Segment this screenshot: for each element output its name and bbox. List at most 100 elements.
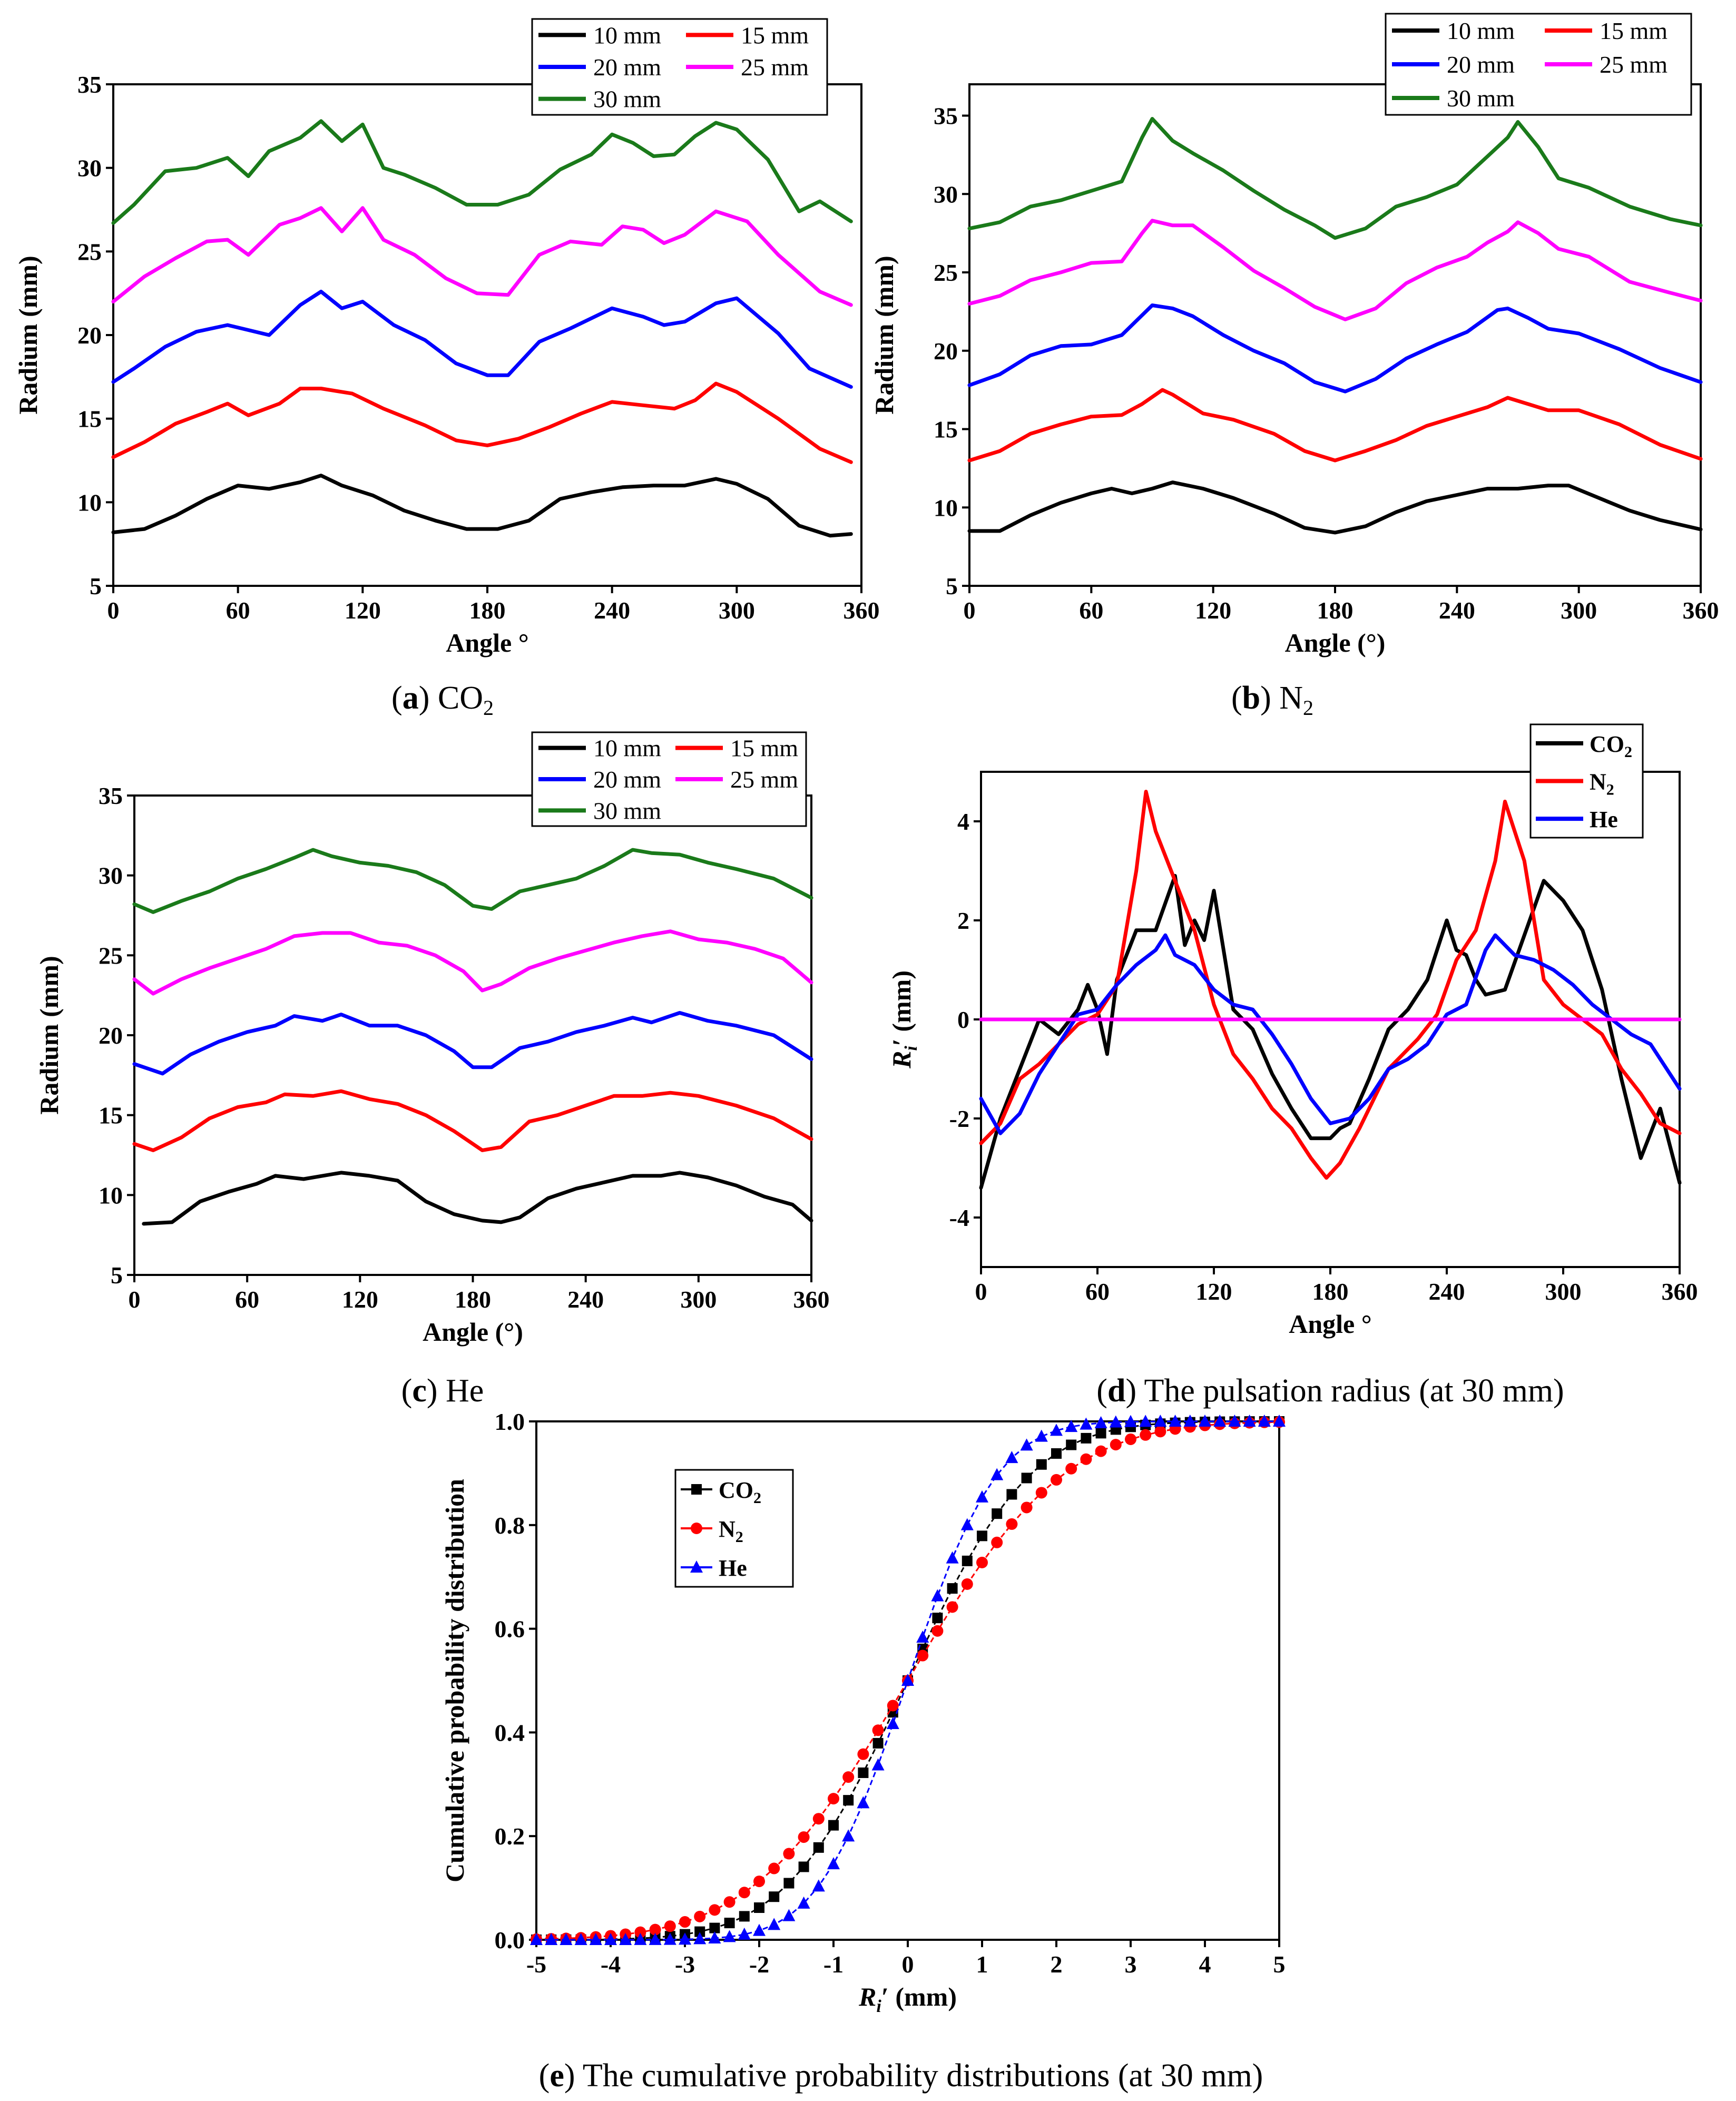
x-tick-label: 240: [567, 1286, 604, 1313]
series-line-20mm: [967, 303, 1703, 394]
data-point-CO2: [1021, 1472, 1032, 1484]
y-tick-label: 0.0: [495, 1927, 525, 1953]
data-point-He: [797, 1896, 810, 1909]
data-point-N2: [946, 1601, 958, 1613]
caption-text: ) The pulsation radius (at 30 mm): [1125, 1373, 1564, 1409]
caption-e: (e) The cumulative probability distribut…: [539, 2058, 1263, 2094]
data-point-CO2: [694, 1926, 705, 1937]
data-point-He: [545, 1932, 558, 1945]
data-point-He: [1183, 1415, 1196, 1427]
x-tick-label: 120: [1195, 597, 1231, 624]
caption-paren-open: (: [539, 2058, 550, 2094]
data-point-N2: [1006, 1518, 1018, 1530]
data-point-He: [812, 1879, 825, 1892]
data-point-CO2: [992, 1508, 1003, 1519]
data-point-He: [604, 1932, 617, 1945]
data-point-N2: [1110, 1439, 1122, 1451]
x-tick-label: 240: [1439, 597, 1475, 624]
y-tick-label: 20: [934, 338, 958, 365]
label-rest: ′ (mm): [881, 1982, 957, 2011]
x-tick-label: 300: [719, 597, 755, 624]
data-point-He: [1154, 1415, 1167, 1427]
data-point-He: [1273, 1415, 1286, 1427]
y-tick-label: 5: [111, 1262, 123, 1289]
y-tick-label: 35: [77, 71, 102, 98]
data-point-He: [1080, 1417, 1093, 1430]
legend-label-20 mm: 20 mm: [593, 54, 661, 81]
data-point-N2: [694, 1910, 706, 1922]
y-tick-label: 15: [934, 416, 958, 443]
data-point-CO2: [813, 1842, 824, 1853]
y-tick-label: 15: [77, 406, 102, 433]
x-tick-label: 120: [342, 1286, 378, 1313]
x-tick-label: -5: [526, 1951, 546, 1978]
chart-b: 0 60 120 180 240 300 360 5 10 15 20 25 30 35 Angle (°)…: [869, 83, 1719, 657]
data-point-He: [1258, 1415, 1271, 1427]
data-point-N2: [961, 1578, 973, 1590]
data-point-CO2: [828, 1820, 839, 1831]
data-point-CO2: [1036, 1459, 1047, 1470]
series-He: [530, 1415, 1286, 1945]
data-point-N2: [649, 1923, 661, 1936]
x-tick-label: 3: [1125, 1951, 1137, 1978]
data-point-He: [1243, 1415, 1256, 1427]
x-tick-label: 180: [1317, 597, 1354, 624]
y-tick-label: -4: [949, 1204, 969, 1231]
x-axis-label: Ri′ (mm): [858, 1982, 957, 2016]
y-tick-label: 25: [934, 259, 958, 286]
data-point-He: [619, 1932, 632, 1945]
data-point-He: [1109, 1415, 1122, 1428]
y-tick-label: 25: [77, 238, 102, 265]
legend-label-10 mm: 10 mm: [593, 735, 661, 762]
data-point-N2: [976, 1556, 988, 1568]
data-point-CO2: [858, 1767, 869, 1778]
series-line-CO2: [979, 873, 1682, 1190]
data-point-N2: [1021, 1501, 1033, 1514]
x-tick-label: 180: [469, 597, 506, 624]
legend-label-base: He: [719, 1555, 747, 1581]
data-point-N2: [931, 1625, 944, 1637]
x-tick-label: 300: [1545, 1278, 1582, 1305]
legend-marker-CO2: [691, 1484, 702, 1495]
legend-label-20 mm: 20 mm: [1447, 51, 1515, 78]
y-axis-label: Radium (mm): [13, 256, 43, 414]
y-tick-label: 30: [77, 155, 102, 182]
legend-label-sub: 2: [735, 1528, 743, 1546]
legend-marker-N2: [691, 1523, 702, 1534]
series-line-He: [979, 933, 1682, 1135]
data-point-N2: [768, 1862, 780, 1874]
data-point-N2: [842, 1771, 855, 1783]
y-tick-label: 30: [99, 862, 123, 889]
data-point-N2: [738, 1887, 750, 1899]
legend-label-base: CO: [1590, 731, 1624, 757]
series-line-25mm: [967, 219, 1703, 321]
caption-d: (d) The pulsation radius (at 30 mm): [1096, 1373, 1564, 1409]
data-point-CO2: [977, 1530, 987, 1542]
data-point-He: [1094, 1416, 1107, 1429]
legend-label-30 mm: 30 mm: [593, 797, 661, 824]
x-tick-label: 0: [129, 1286, 141, 1313]
x-tick-label: 240: [594, 597, 630, 624]
data-point-He: [649, 1932, 662, 1945]
series-line-25mm: [111, 206, 853, 307]
data-point-CO2: [962, 1555, 973, 1566]
data-point-N2: [1035, 1487, 1047, 1499]
data-point-CO2: [798, 1861, 809, 1872]
x-tick-label: 0: [964, 597, 976, 624]
data-point-N2: [828, 1793, 839, 1805]
data-point-He: [1065, 1420, 1078, 1432]
label-R: R: [887, 1051, 916, 1069]
series-line-20mm: [111, 290, 853, 389]
y-tick-label: 10: [934, 494, 958, 521]
x-axis-label: Angle °: [446, 628, 529, 657]
y-axis-label: Cumulative probability distribution: [440, 1479, 469, 1882]
data-point-N2: [664, 1920, 676, 1932]
chart-d: 0 60 120 180 240 300 360 -4 -2 0 2 4 Angle ° Ri′ (mm): [887, 771, 1698, 1339]
data-point-He: [589, 1932, 602, 1945]
caption-text: ) The cumulative probability distributio…: [564, 2058, 1263, 2094]
caption-b: (b) N2: [1231, 680, 1313, 720]
y-tick-label: 35: [934, 103, 958, 130]
legend-marker-He: [690, 1560, 703, 1573]
data-point-He: [842, 1829, 855, 1842]
y-axis-label: Radium (mm): [34, 956, 64, 1114]
